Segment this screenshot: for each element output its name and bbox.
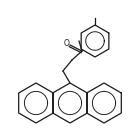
Text: O: O — [64, 40, 70, 48]
